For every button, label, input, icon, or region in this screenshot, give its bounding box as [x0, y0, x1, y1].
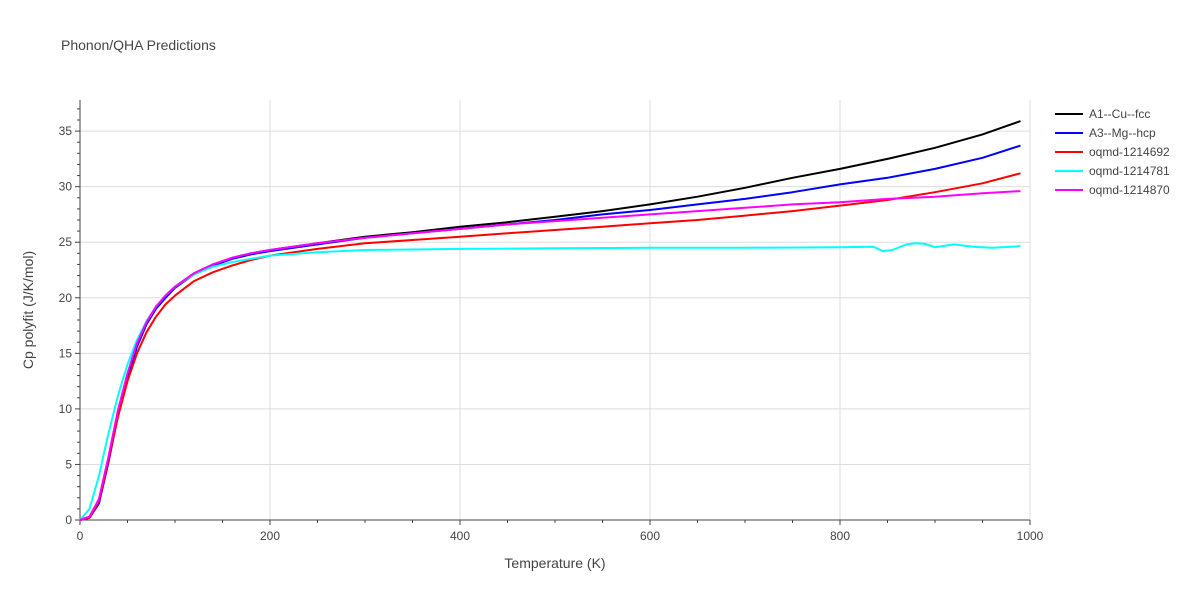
- axes: [79, 100, 1030, 521]
- series-line-A3--Mg--hcp: [79, 144, 1021, 521]
- legend[interactable]: A1--Cu--fcc A3--Mg--hcp oqmd-1214692 oqmd-1…: [1055, 107, 1170, 197]
- y-tick-label: 15: [59, 346, 73, 360]
- y-tick-label: 20: [59, 291, 73, 305]
- x-tick-label: 600: [640, 529, 660, 543]
- y-tick-label: 10: [59, 402, 73, 416]
- plot-lines: [79, 120, 1021, 521]
- x-tick-label: 0: [77, 529, 84, 543]
- chart-title: Phonon/QHA Predictions: [61, 37, 216, 53]
- y-tick-label: 0: [65, 513, 72, 527]
- legend-label: A1--Cu--fcc: [1089, 107, 1150, 121]
- grid-lines: [80, 100, 1031, 520]
- series-line-oqmd-1214870: [79, 190, 1021, 521]
- y-tick-label: 35: [59, 124, 73, 138]
- y-tick-label: 25: [59, 235, 73, 249]
- x-tick-label: 400: [450, 529, 470, 543]
- legend-item[interactable]: A1--Cu--fcc: [1055, 107, 1150, 121]
- x-tick-label: 200: [260, 529, 280, 543]
- legend-item[interactable]: oqmd-1214692: [1055, 145, 1170, 159]
- legend-label: oqmd-1214870: [1089, 183, 1170, 197]
- legend-label: oqmd-1214692: [1089, 145, 1170, 159]
- x-ticks: 0 200 400 600 800 1000: [77, 520, 1044, 543]
- y-axis-title: Cp polyfit (J/K/mol): [20, 251, 36, 369]
- y-ticks: 0 5 10 15 20 25 30 35: [59, 108, 80, 527]
- legend-label: A3--Mg--hcp: [1089, 126, 1156, 140]
- x-tick-label: 1000: [1017, 529, 1044, 543]
- y-tick-label: 30: [59, 180, 73, 194]
- legend-item[interactable]: A3--Mg--hcp: [1055, 126, 1156, 140]
- legend-label: oqmd-1214781: [1089, 164, 1170, 178]
- y-tick-label: 5: [65, 457, 72, 471]
- x-axis-title: Temperature (K): [504, 555, 605, 571]
- series-line-oqmd-1214781: [79, 242, 1021, 521]
- legend-item[interactable]: oqmd-1214781: [1055, 164, 1170, 178]
- series-line-A1--Cu--fcc: [79, 120, 1021, 521]
- series-line-oqmd-1214692: [79, 172, 1021, 521]
- legend-item[interactable]: oqmd-1214870: [1055, 183, 1170, 197]
- x-tick-label: 800: [830, 529, 850, 543]
